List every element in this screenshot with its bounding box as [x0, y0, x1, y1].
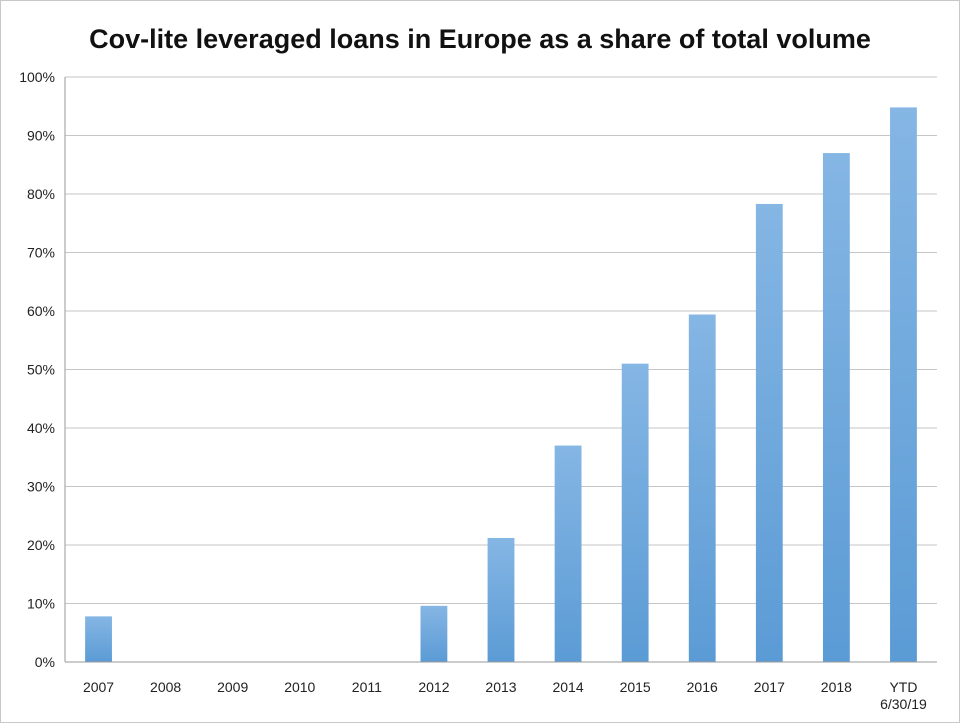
bar — [621, 363, 649, 662]
bar — [420, 605, 448, 662]
x-tick-label: YTD 6/30/19 — [880, 679, 927, 712]
y-tick-label: 0% — [35, 654, 55, 670]
y-tick-label: 80% — [27, 186, 55, 202]
bar — [487, 537, 515, 662]
y-tick-label: 10% — [27, 596, 55, 612]
bar — [755, 203, 783, 662]
y-tick-label: 50% — [27, 362, 55, 378]
y-tick-label: 40% — [27, 420, 55, 436]
bar — [85, 616, 112, 662]
y-axis-tick-labels: 0% 10% 20% 30% 40% 50% 60% 70% 80% 90% 100% — [19, 69, 55, 670]
y-tick-label: 90% — [27, 128, 55, 144]
gridlines — [65, 76, 937, 663]
y-tick-label: 100% — [19, 69, 55, 85]
x-tick-label: 2014 — [552, 679, 583, 695]
bar — [554, 445, 582, 662]
y-tick-label: 60% — [27, 303, 55, 319]
chart-title: Cov-lite leveraged loans in Europe as a … — [89, 24, 871, 54]
x-tick-label: 2007 — [83, 679, 114, 695]
x-tick-label: 2011 — [352, 679, 382, 695]
bar — [688, 314, 716, 662]
bars — [85, 107, 917, 663]
x-tick-label: 2008 — [150, 679, 181, 695]
y-tick-label: 20% — [27, 537, 55, 553]
x-tick-label: 2012 — [418, 679, 449, 695]
y-tick-label: 30% — [27, 479, 55, 495]
bar — [890, 107, 917, 663]
x-tick-label: 2016 — [687, 679, 718, 695]
x-tick-label: 2018 — [821, 679, 852, 695]
x-tick-label: 2013 — [485, 679, 516, 695]
x-axis-tick-labels: 2007 2008 2009 2010 2011 2012 2013 2014 2015 2016… — [83, 679, 927, 712]
x-tick-label: 2017 — [754, 679, 785, 695]
x-tick-label: 2010 — [284, 679, 315, 695]
x-tick-label: 2009 — [217, 679, 248, 695]
y-tick-label: 70% — [27, 245, 55, 261]
bar — [822, 153, 850, 663]
x-tick-label: 2015 — [620, 679, 651, 695]
